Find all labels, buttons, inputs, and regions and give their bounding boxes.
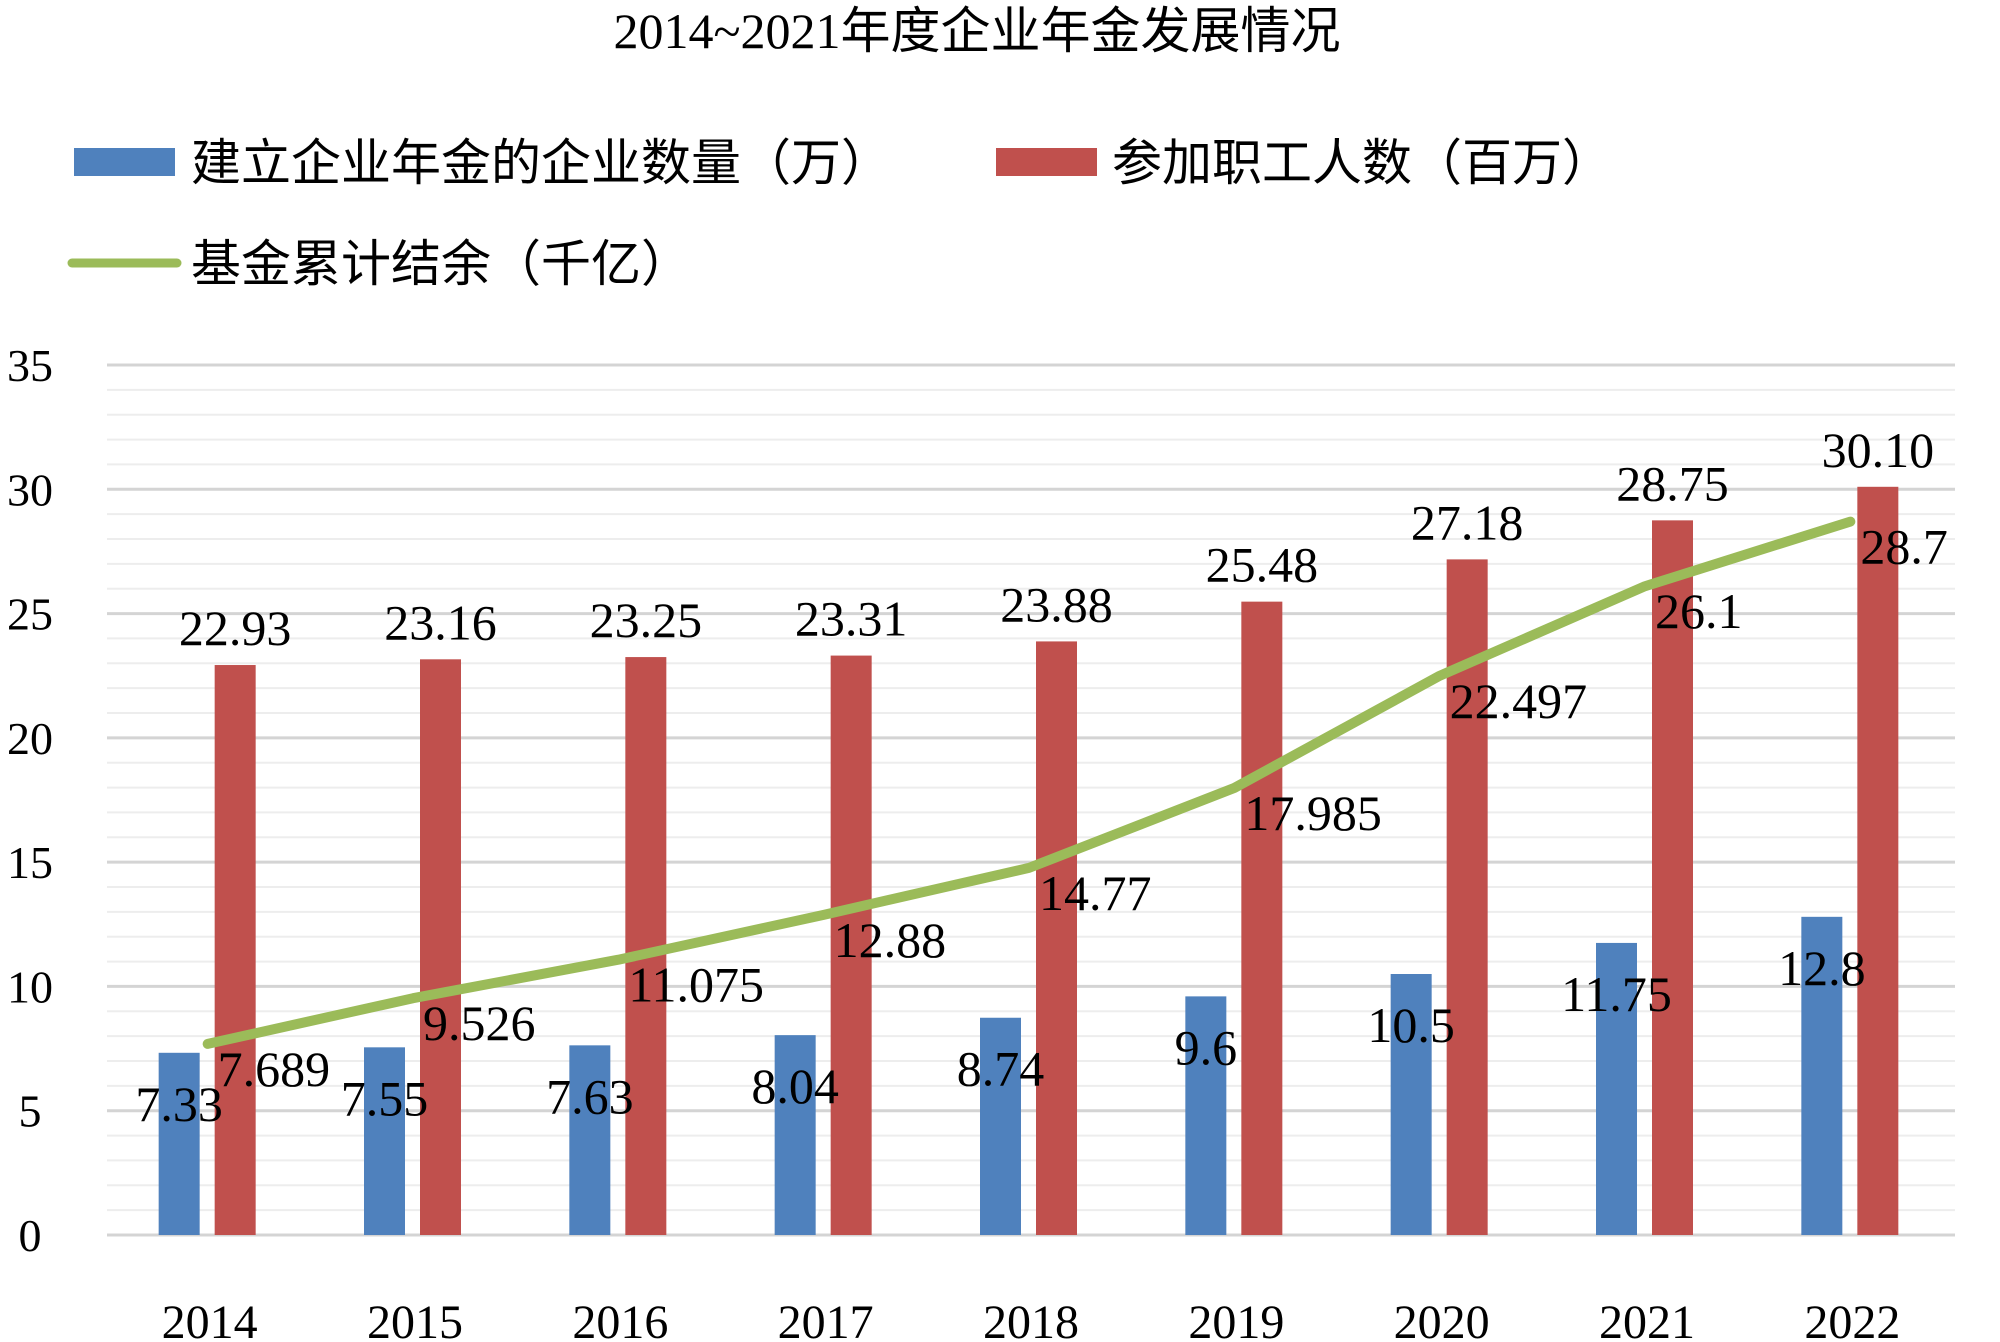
data-label-employees: 27.18 [1411,494,1524,550]
line-point-fund [822,913,825,916]
x-tick-label: 2022 [1804,1296,1900,1342]
bar-companies [1801,916,1843,1235]
data-label-fund: 28.7 [1860,519,1948,575]
y-tick-label: 35 [7,340,53,391]
data-label-companies: 7.33 [135,1076,223,1132]
bar-employees [1241,601,1283,1235]
data-label-fund: 22.497 [1450,673,1588,729]
data-label-employees: 23.31 [795,591,908,647]
line-point-fund [412,997,414,1000]
data-label-companies: 7.55 [341,1070,429,1126]
bar-companies [158,1052,200,1235]
line-point-fund [206,1042,209,1045]
data-label-fund: 7.689 [218,1041,331,1097]
legend-swatch-companies [74,148,175,176]
bar-companies [980,1017,1021,1235]
bar-employees [420,659,461,1235]
y-tick-label: 25 [7,589,53,640]
y-tick-label: 0 [19,1210,42,1261]
data-label-fund: 17.985 [1244,785,1382,841]
line-point-fund [617,958,620,961]
bar-companies [569,1045,611,1235]
data-label-companies: 8.04 [751,1058,839,1114]
data-label-employees: 28.75 [1616,455,1729,511]
x-tick-label: 2021 [1599,1296,1695,1342]
line-point-fund [1438,674,1441,677]
x-tick-label: 2017 [778,1296,874,1342]
x-tick-label: 2016 [572,1296,668,1342]
bar-companies [364,1047,405,1235]
data-label-employees: 25.48 [1206,537,1319,593]
data-label-employees: 23.25 [590,592,703,648]
data-label-fund: 26.1 [1655,583,1743,639]
data-label-companies: 9.6 [1175,1019,1238,1075]
data-label-fund: 14.77 [1039,865,1152,921]
data-label-fund: 11.075 [628,957,764,1013]
line-point-fund [1233,786,1236,789]
line-point-fund [1644,585,1646,588]
y-tick-label: 15 [7,837,53,888]
chart-title: 2014~2021年度企业年金发展情况 [613,3,1340,59]
legend-swatch-employees [996,148,1097,176]
data-label-companies: 8.74 [957,1041,1045,1097]
legend: 建立企业年金的企业数量（万） 参加职工人数（百万） 基金累计结余（千亿） [67,135,1612,292]
line-point-fund [1028,866,1030,869]
x-tick-label: 2018 [983,1296,1079,1342]
x-tick-label: 2014 [162,1296,258,1342]
bar-employees [1857,486,1899,1235]
line-point-fund [1849,520,1852,523]
data-label-companies: 12.8 [1778,940,1866,996]
data-label-companies: 11.75 [1561,966,1672,1022]
bar-employees [214,665,256,1235]
bar-companies [1596,942,1637,1235]
bar-employees [1652,520,1693,1235]
bar-companies [1390,974,1432,1235]
bar-companies [1185,996,1227,1235]
legend-label-fund: 基金累计结余（千亿） [191,236,691,292]
y-tick-label: 5 [19,1086,42,1137]
legend-label-employees: 参加职工人数（百万） [1112,135,1612,191]
legend-label-companies: 建立企业年金的企业数量（万） [191,135,891,191]
data-label-employees: 30.10 [1822,422,1935,478]
x-tick-label: 2020 [1394,1296,1490,1342]
y-tick-label: 30 [7,464,53,515]
y-tick-label: 20 [7,713,53,764]
bar-companies [774,1035,816,1235]
data-label-companies: 10.5 [1367,997,1455,1053]
bar-employees [1036,641,1077,1235]
data-label-fund: 12.88 [834,912,947,968]
data-label-fund: 9.526 [423,995,536,1051]
data-label-employees: 22.93 [179,600,292,656]
bar-employees [830,655,872,1235]
data-label-employees: 23.16 [384,594,497,650]
x-tick-label: 2019 [1188,1296,1284,1342]
data-label-employees: 23.88 [1000,576,1113,632]
data-label-companies: 7.63 [546,1068,634,1124]
y-tick-label: 10 [7,961,53,1012]
x-tick-label: 2015 [367,1296,463,1342]
